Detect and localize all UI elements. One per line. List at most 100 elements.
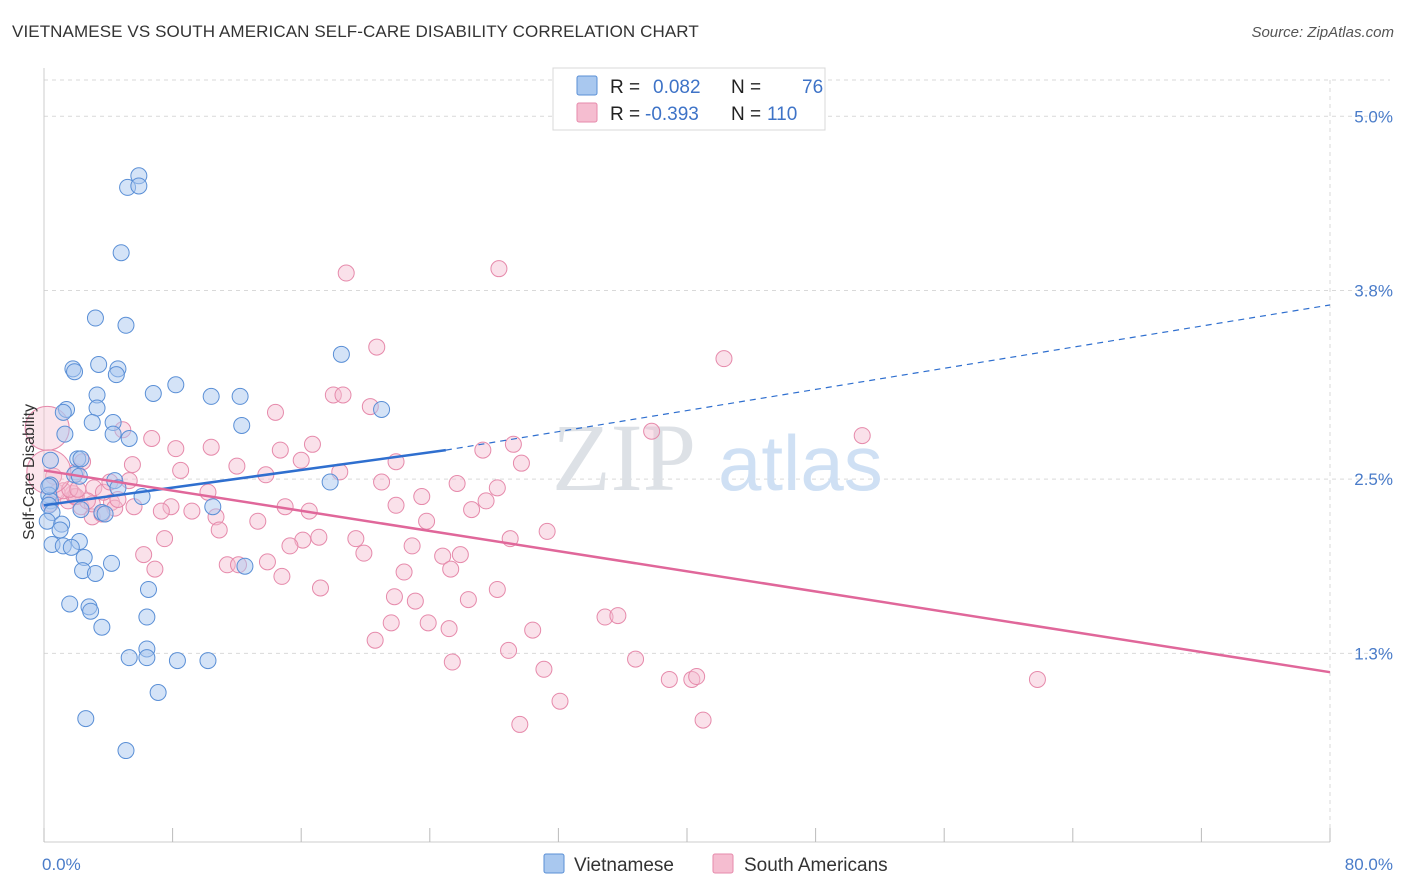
vietnamese-point (41, 451, 59, 469)
y-tick-labels: 1.3% 2.5% 3.8% 5.0% (1354, 107, 1393, 663)
south-americans-point (451, 546, 469, 564)
vietnamese-trend-extension (445, 304, 1331, 451)
legend-r-label: R = (610, 104, 640, 125)
south-americans-point (156, 530, 174, 548)
south-americans-point (355, 544, 373, 562)
correlation-legend: R = 0.082 N = 76 R = -0.393 N = 110 (552, 67, 826, 131)
vietnamese-point (321, 473, 339, 491)
south-americans-point (382, 614, 400, 632)
south-americans-point (334, 386, 352, 404)
vietnamese-point (130, 177, 148, 195)
watermark-atlas: atlas (718, 419, 883, 507)
south-americans-point (463, 501, 481, 519)
vietnamese-point (199, 652, 217, 670)
vietnamese-point (144, 385, 162, 403)
south-americans-point (511, 715, 529, 733)
south-americans-point (627, 650, 645, 668)
south-americans-point (609, 607, 627, 625)
vietnamese-point (66, 363, 84, 381)
vietnamese-point (61, 595, 79, 613)
y-tick-label: 5.0% (1354, 107, 1393, 126)
vietnamese-point (149, 684, 167, 702)
south-americans-point (1028, 670, 1046, 688)
south-americans-point (490, 260, 508, 278)
vietnamese-point (86, 309, 104, 327)
south-americans-point (373, 473, 391, 491)
south-americans-point (395, 563, 413, 581)
south-americans-point (337, 264, 355, 282)
south-americans-point (228, 457, 246, 475)
south-americans-point (167, 440, 185, 458)
south-americans-point (443, 653, 461, 671)
grid-lines (44, 79, 1390, 842)
south-americans-point (715, 350, 733, 368)
vietnamese-point (332, 345, 350, 363)
south-americans-point (596, 608, 614, 626)
trend-lines (43, 304, 1331, 674)
south-americans-point (123, 456, 141, 474)
vietnamese-point (82, 602, 100, 620)
series-legend: Vietnamese South Americans (543, 853, 888, 876)
legend-r-value: -0.393 (645, 104, 699, 125)
south-americans-trend-line (43, 469, 1331, 674)
south-americans-point (683, 670, 701, 688)
south-americans-point (442, 560, 460, 578)
vietnamese-point (233, 416, 251, 434)
vietnamese-point (51, 521, 69, 539)
y-tick-label: 3.8% (1354, 281, 1393, 300)
south-americans-point (688, 668, 706, 686)
vietnamese-points (38, 167, 391, 760)
vietnamese-point (72, 501, 90, 519)
south-americans-point (202, 438, 220, 456)
y-tick-label: 2.5% (1354, 470, 1393, 489)
south-americans-point (310, 528, 328, 546)
vietnamese-point (139, 580, 157, 598)
south-americans-point (434, 547, 452, 565)
legend-swatch-vietnamese (576, 75, 598, 96)
south-americans-point (643, 422, 661, 440)
vietnamese-point (54, 403, 72, 421)
south-americans-point (419, 614, 437, 632)
bottom-legend-swatch-south-americans (712, 853, 734, 874)
vietnamese-point (167, 376, 185, 394)
south-americans-point (311, 579, 329, 597)
legend-n-label: N = (731, 77, 761, 98)
vietnamese-point (72, 450, 90, 468)
south-americans-point (162, 498, 180, 516)
vietnamese-point (103, 554, 121, 572)
south-americans-point (448, 474, 466, 492)
vietnamese-point (120, 430, 138, 448)
vietnamese-point (86, 564, 104, 582)
vietnamese-point (138, 608, 156, 626)
south-americans-point (524, 621, 542, 639)
south-americans-point (488, 580, 506, 598)
vietnamese-point (77, 710, 95, 728)
vietnamese-point (90, 355, 108, 373)
south-americans-point (303, 435, 321, 453)
vietnamese-point (168, 652, 186, 670)
watermark-zip: ZIP (552, 404, 696, 511)
south-americans-point (152, 502, 170, 520)
vietnamese-point (120, 649, 138, 667)
vietnamese-point (93, 618, 111, 636)
legend-r-label: R = (610, 77, 640, 98)
south-americans-point (324, 386, 342, 404)
south-americans-point (418, 512, 436, 530)
south-americans-point (146, 560, 164, 578)
south-americans-point (292, 451, 310, 469)
vietnamese-point (107, 366, 125, 384)
vietnamese-point (231, 387, 249, 405)
vietnamese-point (202, 387, 220, 405)
south-americans-point (440, 620, 458, 638)
vietnamese-point (88, 399, 106, 417)
south-americans-point (281, 537, 299, 555)
vietnamese-point (117, 742, 135, 760)
chart-title: VIETNAMESE VS SOUTH AMERICAN SELF-CARE D… (12, 22, 699, 41)
south-americans-point (488, 479, 506, 497)
legend-n-value: 76 (802, 77, 823, 98)
south-americans-point (535, 660, 553, 678)
vietnamese-point (138, 649, 156, 667)
legend-n-label: N = (731, 104, 761, 125)
south-americans-point (368, 338, 386, 356)
